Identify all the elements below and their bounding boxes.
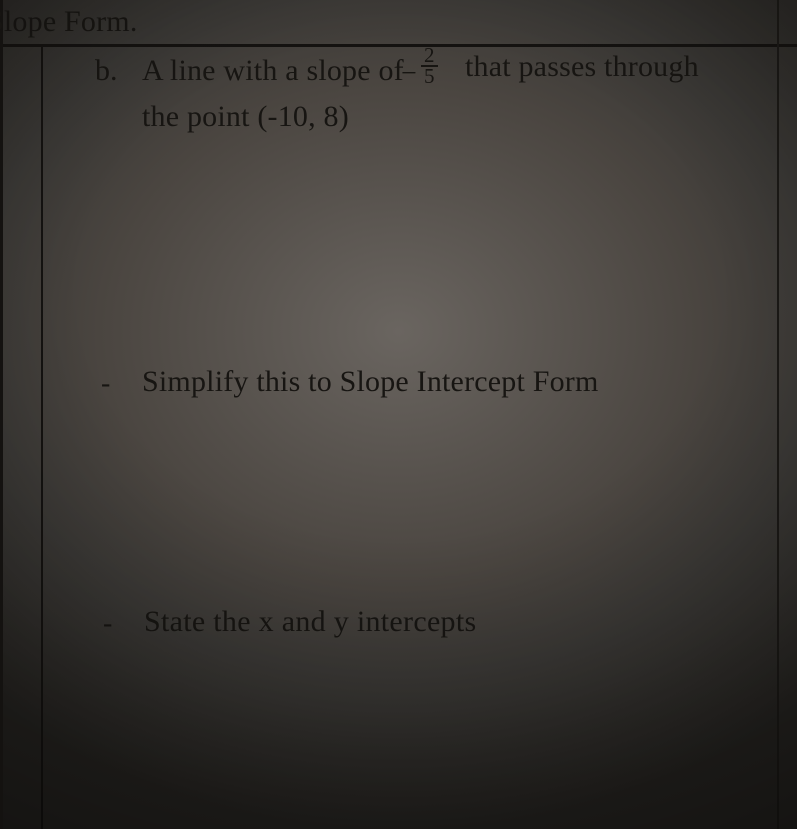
right-margin-rule	[777, 0, 779, 829]
minus-sign: −	[401, 58, 417, 90]
bullet-intercepts: State the x and y intercepts	[144, 605, 476, 639]
column-rule	[41, 44, 43, 829]
worksheet-page: Slope Form. b. A line with a slope of − …	[0, 0, 797, 829]
photo-vignette	[3, 0, 797, 829]
problem-text-line1b: that passes through	[465, 50, 699, 84]
header-rule	[3, 44, 797, 47]
problem-text-line1a: A line with a slope of	[142, 54, 404, 88]
bullet-simplify: Simplify this to Slope Intercept Form	[142, 365, 599, 399]
bullet-dash: -	[103, 608, 112, 640]
section-header: Slope Form.	[0, 5, 138, 39]
problem-text-line2: the point (-10, 8)	[142, 100, 349, 134]
fraction-denominator: 5	[421, 67, 438, 86]
item-label: b.	[95, 54, 118, 88]
slope-fraction: 2 5	[421, 46, 438, 86]
bullet-dash: -	[101, 368, 110, 400]
